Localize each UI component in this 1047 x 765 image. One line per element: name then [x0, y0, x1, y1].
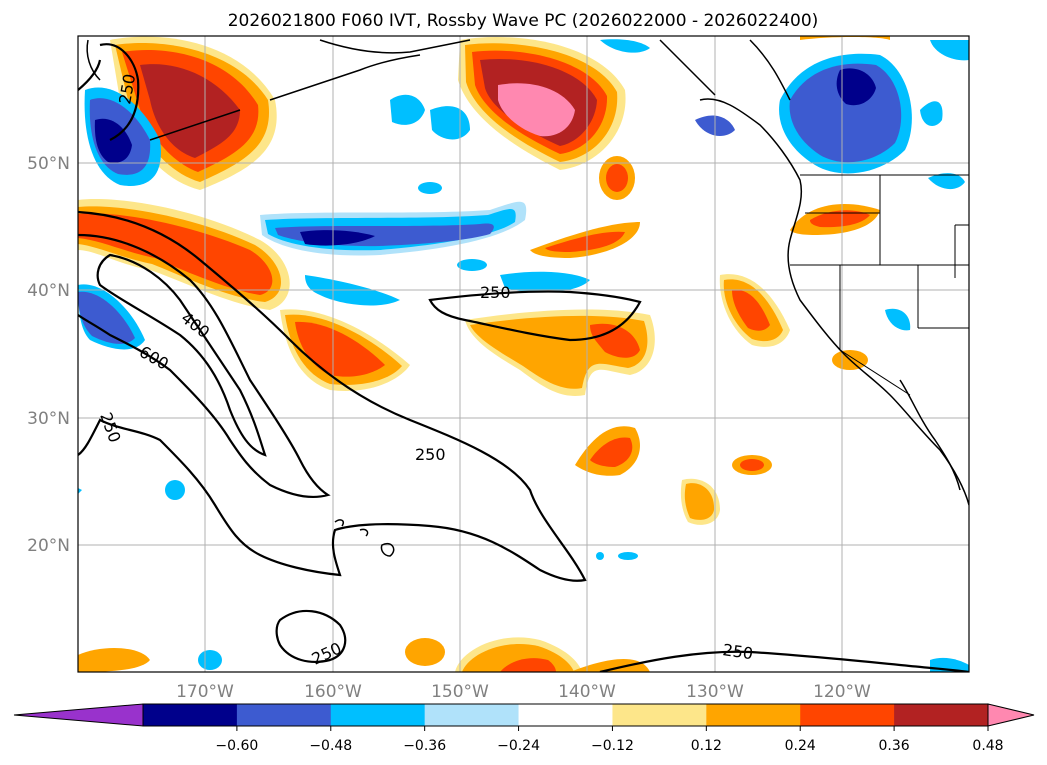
colorbar-segment — [518, 704, 613, 726]
anomaly-blob-140w-28n — [575, 426, 640, 476]
anomaly-blob-north-central — [458, 37, 626, 170]
anomaly-small-4 — [405, 638, 445, 666]
colorbar-tick-label: −0.48 — [309, 738, 352, 754]
contour-label: 250 — [415, 445, 446, 464]
anomaly-blob-125w — [719, 274, 790, 347]
anomaly-blob-oregon — [790, 204, 880, 235]
colorbar-extend-over — [987, 703, 1035, 727]
lon-label: 150°W — [431, 682, 489, 702]
figure-title: 2026021800 F060 IVT, Rossby Wave PC (202… — [228, 11, 819, 31]
colorbar-tick-label: 0.24 — [785, 738, 816, 754]
lat-label: 30°N — [27, 409, 70, 429]
lon-label: 160°W — [304, 682, 362, 702]
lat-label: 40°N — [27, 281, 70, 301]
colorbar-segment — [894, 704, 989, 726]
negative-anomalies — [78, 39, 969, 672]
colorbar-tick-label: 0.36 — [879, 738, 910, 754]
colorbar-tick-label: −0.24 — [497, 738, 540, 754]
lat-label: 50°N — [27, 154, 70, 174]
anomaly-blob-west-40n-negative — [78, 284, 145, 350]
colorbar-segment — [330, 704, 426, 726]
lon-labels: 170°W 160°W 150°W 140°W 130°W 120°W — [176, 682, 871, 702]
colorbar-segment — [612, 704, 707, 726]
anomaly-blob-160w — [280, 309, 410, 391]
coastlines — [86, 39, 969, 557]
borders — [790, 174, 969, 396]
map-area — [78, 36, 969, 672]
colorbar-tick-label: −0.36 — [403, 738, 446, 754]
colorbar-tick-label: −0.60 — [215, 738, 258, 754]
positive-anomalies — [78, 36, 890, 672]
colorbar-segment — [800, 704, 895, 726]
colorbar-tick-label: −0.12 — [591, 738, 634, 754]
contour-label: 250 — [721, 640, 754, 663]
anomaly-blob-west-negative — [84, 87, 161, 186]
anomaly-small-5 — [78, 648, 150, 672]
anomaly-blob-ne-negative — [779, 53, 912, 174]
lat-label: 20°N — [27, 536, 70, 556]
anomaly-blob-bottom — [455, 637, 582, 672]
lon-label: 120°W — [813, 682, 871, 702]
colorbar-extend-under — [13, 703, 144, 727]
colorbar-segment — [236, 704, 332, 726]
anomaly-blob-133w-24n — [680, 478, 720, 525]
map-frame — [77, 35, 970, 673]
colorbar-tick-label: 0.48 — [972, 738, 1003, 754]
colorbar-segment — [706, 704, 801, 726]
colorbar-segment — [424, 704, 520, 726]
ivt-contours — [78, 43, 969, 672]
lat-labels: 50°N 40°N 30°N 20°N — [27, 154, 70, 556]
lon-label: 170°W — [176, 682, 234, 702]
anomaly-band-43n — [530, 222, 640, 258]
lon-label: 130°W — [686, 682, 744, 702]
lon-label: 140°W — [558, 682, 616, 702]
colorbar-segment — [143, 704, 238, 726]
colorbar: −0.60 −0.48 −0.36 −0.24 −0.12 0.12 0.24 0.36 0.4… — [13, 703, 1035, 754]
colorbar-tick-label: 0.12 — [691, 738, 722, 754]
anomaly-small-neg-2 — [500, 271, 590, 293]
anomaly-band-west — [78, 199, 290, 310]
anomaly-small-6 — [570, 658, 650, 672]
gridlines — [78, 36, 969, 672]
contour-label: 250 — [480, 283, 511, 302]
